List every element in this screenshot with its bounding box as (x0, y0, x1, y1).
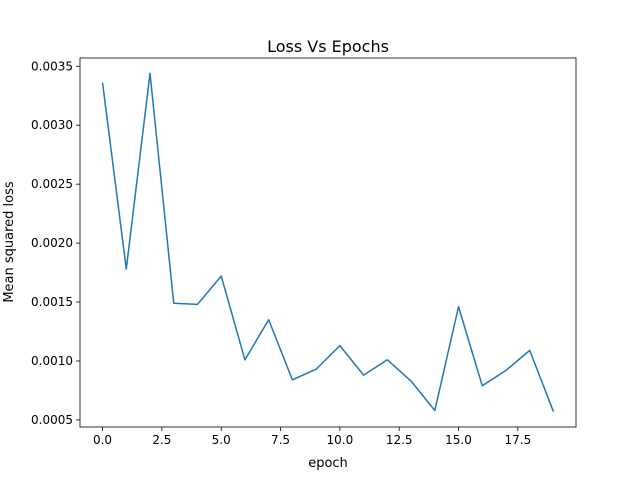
y-tick-label: 0.0010 (31, 354, 73, 368)
x-tick-label: 2.5 (152, 433, 171, 447)
x-tick-label: 7.5 (271, 433, 290, 447)
x-tick-label: 12.5 (386, 433, 413, 447)
plot-area (79, 57, 577, 428)
x-tick-label: 17.5 (504, 433, 531, 447)
y-tick-label: 0.0030 (31, 118, 73, 132)
y-tick-label: 0.0035 (31, 59, 73, 73)
x-tick-label: 10.0 (327, 433, 354, 447)
x-tick-label: 0.0 (93, 433, 112, 447)
chart-title: Loss Vs Epochs (267, 37, 389, 56)
plot-frame (79, 57, 577, 428)
series-line-0 (101, 72, 555, 412)
x-tick-label: 5.0 (212, 433, 231, 447)
y-axis: 0.0005 0.0010 0.0015 0.0020 0.0025 0.0030 0.00… (31, 59, 80, 427)
y-tick-label: 0.0025 (31, 177, 73, 191)
x-tick-label: 15.0 (445, 433, 472, 447)
y-tick-label: 0.0015 (31, 295, 73, 309)
x-axis: 0.0 2.5 5.0 7.5 10.0 12.5 15.0 17.5 (93, 427, 531, 447)
y-tick-label: 0.0020 (31, 236, 73, 250)
y-tick-label: 0.0005 (31, 413, 73, 427)
x-axis-label: epoch (308, 456, 348, 471)
y-axis-label: Mean squared loss (2, 181, 17, 303)
